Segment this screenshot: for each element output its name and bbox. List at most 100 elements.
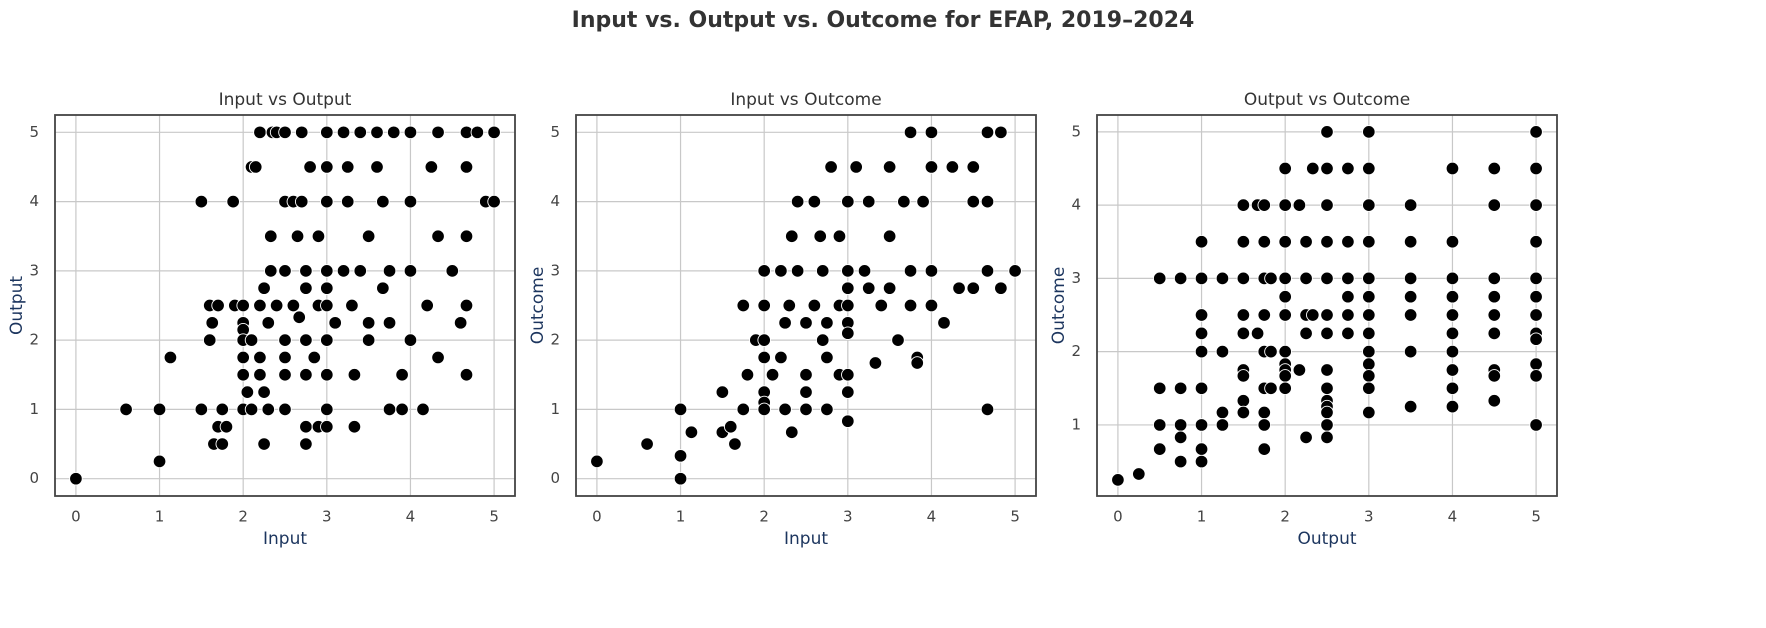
scatter-point <box>294 125 309 140</box>
scatter-point <box>320 368 334 382</box>
scatter-point <box>294 194 309 209</box>
scatter-point <box>1529 289 1543 304</box>
x-tick-label: 2 <box>759 508 769 526</box>
scatter-point <box>1173 418 1188 432</box>
scatter-point <box>966 160 981 174</box>
scatter-point <box>236 298 250 313</box>
scatter-point <box>1257 405 1272 420</box>
scatter-point <box>386 125 401 140</box>
scatter-point <box>815 333 830 347</box>
scatter-point <box>945 160 960 174</box>
scatter-point <box>1194 381 1209 396</box>
scatter-point <box>785 425 799 440</box>
scatter-point <box>303 160 317 174</box>
scatter-point <box>205 316 219 330</box>
scatter-point <box>910 356 924 370</box>
scatter-point <box>673 449 688 463</box>
scatter-point <box>1292 363 1307 377</box>
scatter-point <box>1215 418 1230 432</box>
y-tick-label: 1 <box>550 400 560 418</box>
scatter-point <box>1445 289 1460 304</box>
scatter-point <box>336 125 351 140</box>
scatter-point <box>299 419 313 434</box>
y-tick-label: 1 <box>1071 415 1081 433</box>
scatter-point <box>882 229 897 243</box>
y-tick-label: 2 <box>29 331 39 349</box>
scatter-point <box>757 350 771 365</box>
y-tick-label: 5 <box>29 123 39 141</box>
scatter-point <box>1487 198 1502 212</box>
scatter-point <box>202 333 217 347</box>
x-tick-label: 0 <box>71 508 81 526</box>
scatter-point <box>1111 473 1125 487</box>
scatter-point <box>248 160 263 174</box>
scatter-point <box>1299 430 1313 445</box>
y-tick-label: 0 <box>29 469 39 487</box>
scatter-point <box>861 281 876 295</box>
x-tick-label: 3 <box>843 508 853 526</box>
x-tick-label: 4 <box>406 508 416 526</box>
y-axis-label: Outcome <box>528 267 548 345</box>
scatter-point <box>353 264 368 278</box>
subplot: 0 1 2 3 4 5 0 1 2 3 4 5 Input vs Output Input Output <box>7 90 516 549</box>
scatter-point <box>1320 405 1334 420</box>
scatter-point <box>292 310 306 325</box>
scatter-point <box>736 402 751 417</box>
scatter-point <box>261 402 276 417</box>
scatter-point <box>980 125 995 140</box>
scatter-point <box>1487 161 1502 176</box>
scatter-point <box>487 125 501 140</box>
scatter-point <box>431 125 445 140</box>
scatter-point <box>1529 235 1543 249</box>
scatter-point <box>1194 442 1209 456</box>
x-tick-label: 2 <box>238 508 248 526</box>
scatter-point <box>1236 405 1251 420</box>
scatter-point <box>299 368 313 382</box>
scatter-point <box>1278 381 1292 396</box>
scatter-point <box>361 316 376 330</box>
scatter-point <box>340 160 355 174</box>
scatter-point <box>740 368 755 382</box>
scatter-point <box>1236 369 1251 383</box>
x-tick-label: 1 <box>155 508 165 526</box>
scatter-point <box>1362 125 1376 139</box>
scatter-point <box>1264 344 1278 359</box>
scatter-point <box>841 264 855 278</box>
scatter-point <box>832 229 847 243</box>
scatter-point <box>728 437 742 451</box>
scatter-point <box>849 160 863 174</box>
scatter-point <box>194 402 209 417</box>
scatter-point <box>1529 271 1543 286</box>
scatter-point <box>152 454 167 469</box>
scatter-point <box>966 194 981 209</box>
scatter-point <box>924 125 939 140</box>
scatter-point <box>1403 399 1418 414</box>
scatter-point <box>320 194 334 209</box>
scatter-point <box>1487 271 1502 286</box>
scatter-point <box>278 368 292 382</box>
scatter-point <box>1320 363 1334 377</box>
scatter-point <box>1194 308 1209 322</box>
y-axis-label: Output <box>7 276 27 335</box>
subplot: 0 1 2 3 4 5 1 2 3 4 5 Output vs Outcome Output Outcom… <box>1049 90 1558 549</box>
scatter-point <box>980 194 995 209</box>
scatter-point <box>924 160 939 174</box>
scatter-point <box>320 402 334 417</box>
scatter-point <box>1257 198 1272 212</box>
scatter-point <box>924 264 939 278</box>
scatter-point <box>1487 326 1502 341</box>
scatter-point <box>841 414 855 428</box>
scatter-point <box>299 437 313 451</box>
x-axis-label: Output <box>1297 529 1356 549</box>
scatter-point <box>236 350 250 365</box>
scatter-point <box>470 125 485 140</box>
scatter-point <box>757 402 771 417</box>
subplot: 0 1 2 3 4 5 0 1 2 3 4 5 Input vs Outcome Input Outcome <box>528 90 1037 549</box>
scatter-point <box>1320 125 1334 139</box>
scatter-point <box>1529 369 1543 383</box>
scatter-point <box>1264 271 1278 286</box>
scatter-point <box>1292 198 1307 212</box>
scatter-point <box>278 350 292 365</box>
scatter-point <box>1152 442 1167 456</box>
scatter-point <box>590 454 604 469</box>
